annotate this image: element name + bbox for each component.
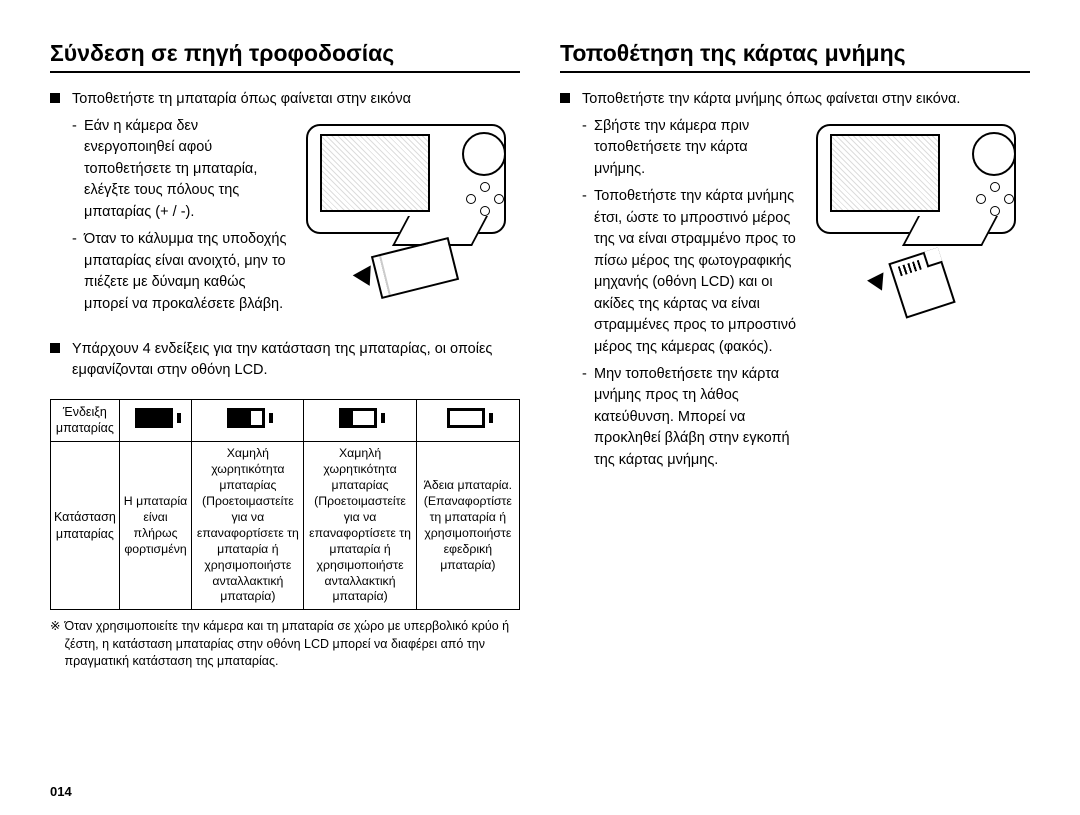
battery-icon-cell: [192, 400, 304, 442]
camera-memorycard-illustration: [810, 116, 1030, 477]
table-cell: Χαμηλή χωρητικότητα μπαταρίας (Προετοιμα…: [304, 441, 416, 610]
square-bullet-icon: [50, 343, 60, 353]
right-bullet-1: Τοποθετήστε την κάρτα μνήμης όπως φαίνετ…: [560, 89, 1030, 477]
left-heading: Σύνδεση σε πηγή τροφοδοσίας: [50, 40, 520, 73]
sub-item: Μην τοποθετήσετε την κάρτα μνήμης προς τ…: [582, 364, 800, 471]
left-column: Σύνδεση σε πηγή τροφοδοσίας Τοποθετήστε …: [50, 40, 520, 671]
right-column: Τοποθέτηση της κάρτας μνήμης Τοποθετήστε…: [560, 40, 1030, 671]
left-bullet-2: Υπάρχουν 4 ενδείξεις για την κατάσταση τ…: [50, 339, 520, 381]
battery-status-table: Ένδειξη μπαταρίας Κατάσταση μπαταρίας Η …: [50, 399, 520, 610]
page-number: 014: [50, 784, 72, 799]
sub-item: Σβήστε την κάμερα πριν τοποθετήσετε την …: [582, 116, 800, 180]
table-cell: Χαμηλή χωρητικότητα μπαταρίας (Προετοιμα…: [192, 441, 304, 610]
square-bullet-icon: [560, 93, 570, 103]
battery-icon-cell: [416, 400, 519, 442]
camera-battery-illustration: [300, 116, 520, 321]
table-cell: Άδεια μπαταρία. (Επαναφορτίστε τη μπαταρ…: [416, 441, 519, 610]
square-bullet-icon: [50, 93, 60, 103]
table-header: Ένδειξη μπαταρίας: [51, 400, 120, 442]
bullet-text: Τοποθετήστε τη μπαταρία όπως φαίνεται στ…: [72, 89, 520, 110]
left-bullet-1: Τοποθετήστε τη μπαταρία όπως φαίνεται στ…: [50, 89, 520, 321]
table-cell: Η μπαταρία είναι πλήρως φορτισμένη: [119, 441, 191, 610]
battery-icon-cell: [119, 400, 191, 442]
bullet-text: Τοποθετήστε την κάρτα μνήμης όπως φαίνετ…: [582, 89, 1030, 110]
sub-item: Εάν η κάμερα δεν ενεργοποιηθεί αφού τοπο…: [72, 116, 290, 223]
table-header: Κατάσταση μπαταρίας: [51, 441, 120, 610]
sub-item: Όταν το κάλυμμα της υποδοχής μπαταρίας ε…: [72, 229, 290, 315]
footnote: ※ Όταν χρησιμοποιείτε την κάμερα και τη …: [50, 618, 520, 671]
right-heading: Τοποθέτηση της κάρτας μνήμης: [560, 40, 1030, 73]
sub-item: Τοποθετήστε την κάρτα μνήμης έτσι, ώστε …: [582, 186, 800, 358]
battery-icon-cell: [304, 400, 416, 442]
note-symbol-icon: ※: [50, 618, 60, 671]
